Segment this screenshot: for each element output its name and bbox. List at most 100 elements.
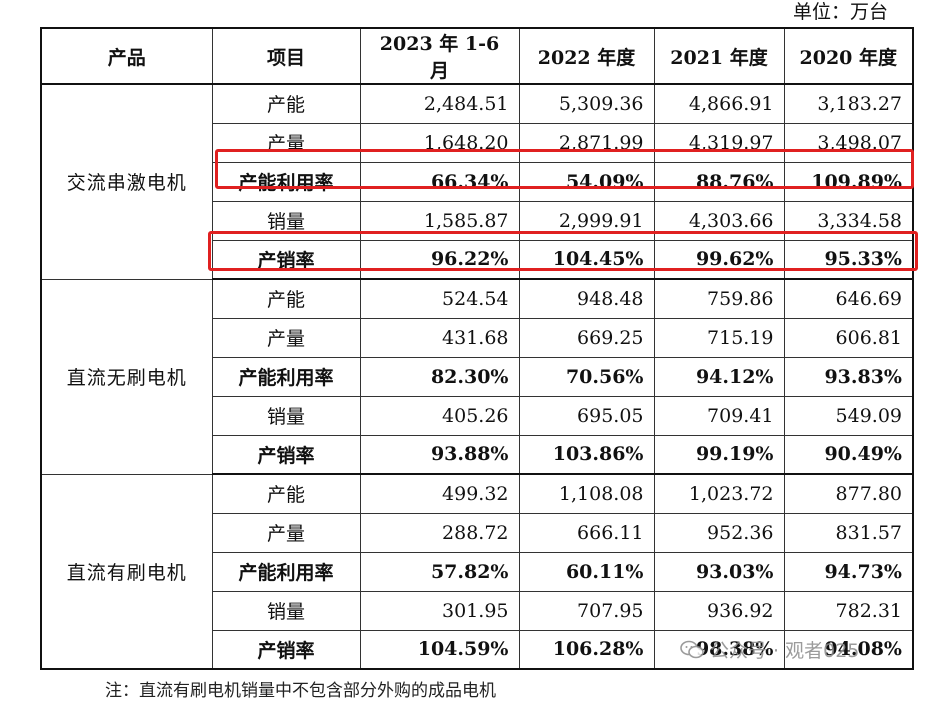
value-cell: 4,303.66 <box>653 200 785 241</box>
item-cell: 产能利用率 <box>211 356 361 397</box>
header-2021: 2021 年度 <box>653 27 785 85</box>
table-row: 产销率 93.88% 103.86% 99.19% 90.49% <box>41 434 914 475</box>
value-cell: 301.95 <box>359 590 520 631</box>
value-cell: 759.86 <box>653 278 785 319</box>
item-cell: 产能 <box>211 83 361 124</box>
value-cell: 499.32 <box>359 473 520 514</box>
value-cell: 93.88% <box>359 434 520 475</box>
value-cell: 94.12% <box>653 356 785 397</box>
item-cell: 产量 <box>211 317 361 358</box>
value-cell: 93.03% <box>653 551 785 592</box>
watermark-text: 公众号 · 观者025 <box>710 640 860 662</box>
table-row: 产销率 96.22% 104.45% 99.62% 95.33% <box>41 239 914 280</box>
item-cell: 销量 <box>211 590 361 631</box>
value-cell: 104.45% <box>518 239 655 280</box>
value-cell: 3,498.07 <box>783 122 914 163</box>
header-2023h1: 2023 年 1-6 月 <box>359 27 520 85</box>
value-cell: 90.49% <box>783 434 914 475</box>
value-cell: 669.25 <box>518 317 655 358</box>
item-cell: 产量 <box>211 122 361 163</box>
header-item: 项目 <box>211 27 361 85</box>
value-cell: 3,183.27 <box>783 83 914 124</box>
table-row: 直流无刷电机 产能 524.54 948.48 759.86 646.69 <box>40 278 914 475</box>
value-cell: 94.73% <box>783 551 914 592</box>
item-cell: 销量 <box>211 200 361 241</box>
value-cell: 549.09 <box>783 395 914 436</box>
value-cell: 99.19% <box>653 434 785 475</box>
value-cell: 288.72 <box>359 512 520 553</box>
value-cell: 82.30% <box>359 356 520 397</box>
value-cell: 709.41 <box>653 395 785 436</box>
value-cell: 936.92 <box>653 590 785 631</box>
value-cell: 98.38% <box>653 629 785 670</box>
value-cell: 88.76% <box>653 161 785 202</box>
value-cell: 606.81 <box>783 317 914 358</box>
value-cell: 1,108.08 <box>518 473 655 514</box>
table-row: 产量 288.72 666.11 952.36 831.57 <box>41 512 914 553</box>
value-cell: 54.09% <box>518 161 655 202</box>
header-2020: 2020 年度 <box>783 27 914 85</box>
value-cell: 70.56% <box>518 356 655 397</box>
value-cell: 93.83% <box>783 356 914 397</box>
table-row: 产能利用率 82.30% 70.56% 94.12% 93.83% <box>41 356 914 397</box>
value-cell: 103.86% <box>518 434 655 475</box>
item-cell: 产能利用率 <box>211 551 361 592</box>
value-cell: 666.11 <box>518 512 655 553</box>
table-row: 产量 1,648.20 2,871.99 4,319.97 3,498.07 <box>41 122 914 163</box>
value-cell: 1,648.20 <box>359 122 520 163</box>
value-cell: 707.95 <box>518 590 655 631</box>
value-cell: 106.28% <box>518 629 655 670</box>
value-cell: 695.05 <box>518 395 655 436</box>
value-cell: 1,585.87 <box>359 200 520 241</box>
value-cell: 3,334.58 <box>783 200 914 241</box>
product-cell: 交流串激电机 <box>40 83 213 280</box>
value-cell: 94.08% <box>783 629 914 670</box>
value-cell: 948.48 <box>518 278 655 319</box>
table-row: 产能利用率 57.82% 60.11% 93.03% 94.73% <box>41 551 914 592</box>
value-cell: 405.26 <box>359 395 520 436</box>
value-cell: 646.69 <box>783 278 914 319</box>
header-product: 产品 <box>40 27 213 85</box>
header-row: 产品 项目 2023 年 1-6 月 2022 年度 2021 年度 2020 … <box>40 27 914 85</box>
value-cell: 4,319.97 <box>653 122 785 163</box>
item-cell: 产能 <box>211 473 361 514</box>
item-cell: 产能 <box>211 278 361 319</box>
table-row: 产量 431.68 669.25 715.19 606.81 <box>41 317 914 358</box>
item-cell: 产量 <box>211 512 361 553</box>
value-cell: 96.22% <box>359 239 520 280</box>
table-row: 产能利用率 66.34% 54.09% 88.76% 109.89% <box>41 161 914 202</box>
header-2022: 2022 年度 <box>518 27 655 85</box>
value-cell: 524.54 <box>359 278 520 319</box>
value-cell: 2,871.99 <box>518 122 655 163</box>
product-cell: 直流无刷电机 <box>40 278 213 475</box>
value-cell: 715.19 <box>653 317 785 358</box>
value-cell: 2,484.51 <box>359 83 520 124</box>
value-cell: 5,309.36 <box>518 83 655 124</box>
item-cell: 产能利用率 <box>211 161 361 202</box>
value-cell: 2,999.91 <box>518 200 655 241</box>
table-row: 产销率 104.59% 106.28% 98.38% 94.08% <box>41 629 914 670</box>
table-row: 交流串激电机 产能 2,484.51 5,309.36 4,866.91 3,1… <box>40 83 914 280</box>
value-cell: 66.34% <box>359 161 520 202</box>
value-cell: 831.57 <box>783 512 914 553</box>
item-cell: 产销率 <box>211 629 361 670</box>
value-cell: 877.80 <box>783 473 914 514</box>
value-cell: 782.31 <box>783 590 914 631</box>
value-cell: 952.36 <box>653 512 785 553</box>
item-cell: 产销率 <box>211 239 361 280</box>
item-cell: 产销率 <box>211 434 361 475</box>
item-cell: 销量 <box>211 395 361 436</box>
table-row: 销量 301.95 707.95 936.92 782.31 <box>41 590 914 631</box>
value-cell: 57.82% <box>359 551 520 592</box>
footnote: 注：直流有刷电机销量中不包含部分外购的成品电机 <box>105 681 496 701</box>
value-cell: 99.62% <box>653 239 785 280</box>
table-row: 直流有刷电机 产能 499.32 1,108.08 1,023.72 877.8… <box>40 473 914 670</box>
wechat-icon <box>680 640 704 658</box>
unit-label: 单位：万台 <box>792 1 888 23</box>
watermark: 公众号 · 观者025 <box>680 636 859 663</box>
value-cell: 1,023.72 <box>653 473 785 514</box>
value-cell: 109.89% <box>783 161 914 202</box>
product-cell: 直流有刷电机 <box>40 473 213 670</box>
value-cell: 60.11% <box>518 551 655 592</box>
value-cell: 104.59% <box>359 629 520 670</box>
